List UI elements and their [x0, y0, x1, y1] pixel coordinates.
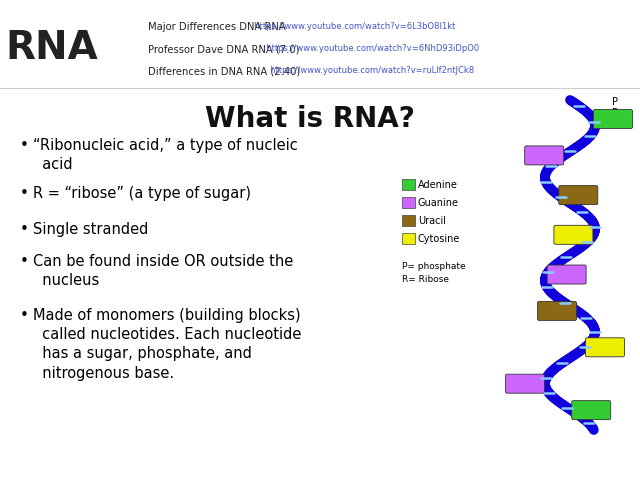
FancyBboxPatch shape — [572, 401, 611, 420]
Text: R = “ribose” (a type of sugar): R = “ribose” (a type of sugar) — [33, 186, 251, 201]
Bar — [402, 179, 415, 190]
FancyBboxPatch shape — [525, 146, 564, 165]
Text: •: • — [20, 138, 29, 153]
FancyBboxPatch shape — [538, 301, 577, 321]
Text: Differences in DNA RNA (2.40): Differences in DNA RNA (2.40) — [148, 66, 300, 76]
Text: P: P — [612, 97, 618, 107]
Text: P= phosphate: P= phosphate — [402, 262, 466, 271]
Text: https://www.youtube.com/watch?v=ruLlf2ntJCk8: https://www.youtube.com/watch?v=ruLlf2nt… — [266, 66, 475, 75]
Text: Guanine: Guanine — [418, 198, 459, 208]
Text: R: R — [612, 108, 619, 118]
Text: https://www.youtube.com/watch?v=6NhD93iDpO0: https://www.youtube.com/watch?v=6NhD93iD… — [261, 44, 479, 53]
Text: Major Differences DNA RNA: Major Differences DNA RNA — [148, 22, 285, 32]
Text: “Ribonucleic acid,” a type of nucleic
  acid: “Ribonucleic acid,” a type of nucleic ac… — [33, 138, 298, 172]
Bar — [402, 197, 415, 208]
Text: What is RNA?: What is RNA? — [205, 105, 415, 133]
FancyBboxPatch shape — [593, 109, 632, 129]
Bar — [402, 215, 415, 226]
Text: R= Ribose: R= Ribose — [402, 275, 449, 284]
Text: https://www.youtube.com/watch?v=6L3bO8I1kt: https://www.youtube.com/watch?v=6L3bO8I1… — [249, 22, 456, 31]
Text: Made of monomers (building blocks)
  called nucleotides. Each nucleotide
  has a: Made of monomers (building blocks) calle… — [33, 308, 301, 381]
FancyBboxPatch shape — [547, 265, 586, 284]
Text: Adenine: Adenine — [418, 180, 458, 190]
Text: •: • — [20, 254, 29, 269]
Text: •: • — [20, 222, 29, 237]
FancyBboxPatch shape — [554, 225, 593, 244]
Text: Can be found inside OR outside the
  nucleus: Can be found inside OR outside the nucle… — [33, 254, 293, 288]
Text: •: • — [20, 308, 29, 323]
Text: Professor Dave DNA RNA (7.0): Professor Dave DNA RNA (7.0) — [148, 44, 300, 54]
Text: •: • — [20, 186, 29, 201]
Bar — [402, 233, 415, 244]
Text: Uracil: Uracil — [418, 216, 446, 226]
Text: Single stranded: Single stranded — [33, 222, 148, 237]
FancyBboxPatch shape — [559, 186, 598, 204]
FancyBboxPatch shape — [586, 338, 625, 357]
Text: RNA: RNA — [6, 29, 99, 67]
FancyBboxPatch shape — [506, 374, 545, 393]
Text: Cytosine: Cytosine — [418, 234, 460, 244]
